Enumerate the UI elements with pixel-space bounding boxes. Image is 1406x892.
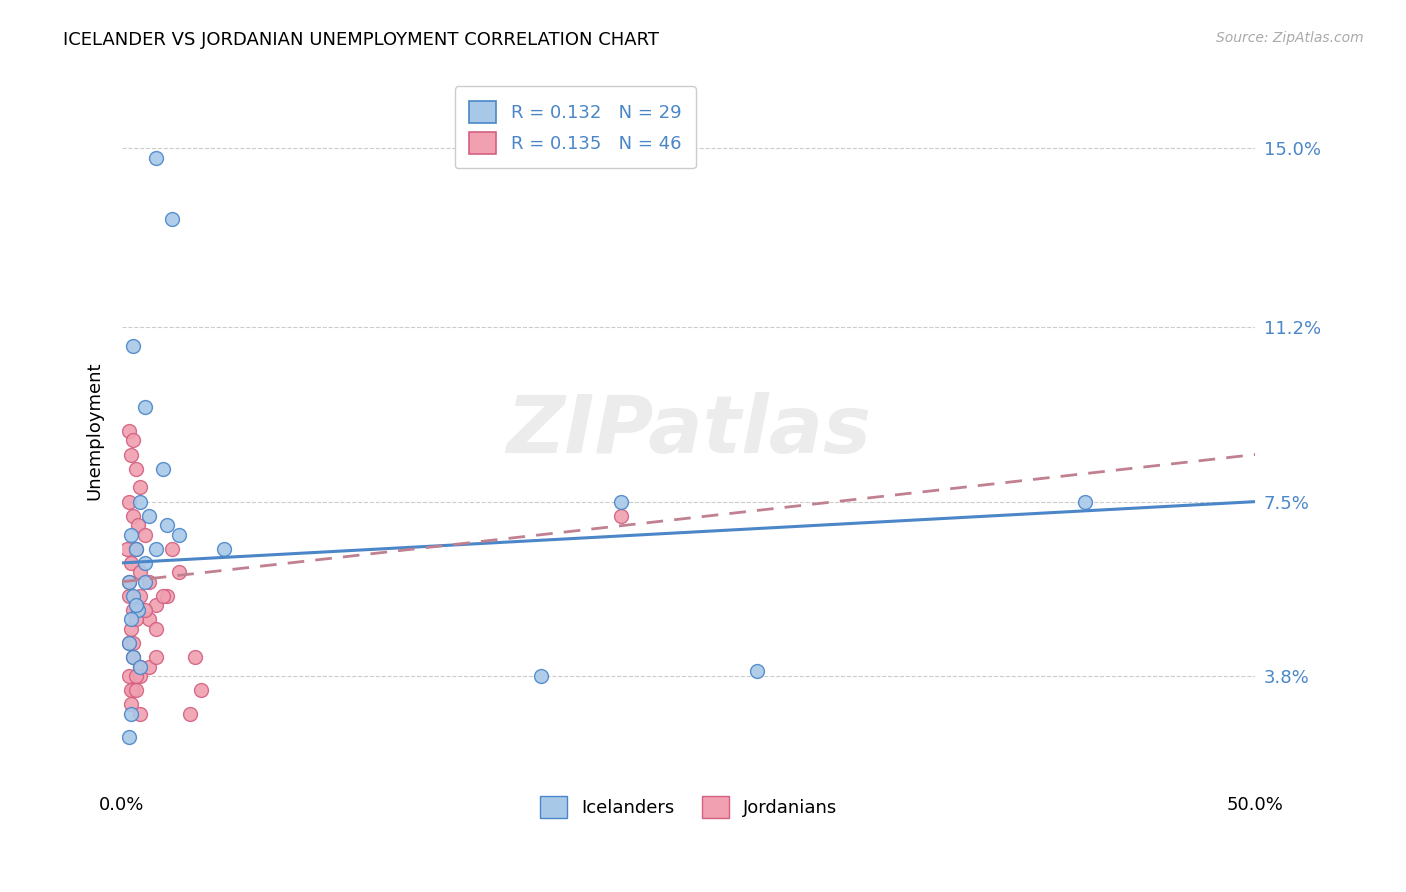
Point [145, 151, 167, 165]
Point [179, 706, 201, 721]
Point [138, 508, 160, 523]
Point [145, 650, 167, 665]
Point [124, 599, 146, 613]
Point [124, 683, 146, 698]
Point [129, 566, 152, 580]
Point [118, 636, 141, 650]
Point [118, 636, 141, 650]
Point [134, 603, 156, 617]
Point [127, 518, 149, 533]
Point [129, 481, 152, 495]
Point [118, 494, 141, 508]
Point [118, 731, 141, 745]
Point [212, 541, 235, 556]
Point [120, 622, 142, 636]
Point [118, 424, 141, 438]
Point [120, 683, 142, 698]
Point [129, 669, 152, 683]
Point [160, 541, 183, 556]
Point [120, 556, 142, 570]
Y-axis label: Unemployment: Unemployment [86, 361, 103, 500]
Point [145, 541, 167, 556]
Point [122, 508, 145, 523]
Point [145, 622, 167, 636]
Point [138, 612, 160, 626]
Point [124, 541, 146, 556]
Point [122, 650, 145, 665]
Point [120, 527, 142, 541]
Point [138, 574, 160, 589]
Point [122, 603, 145, 617]
Point [530, 669, 553, 683]
Point [167, 527, 190, 541]
Point [134, 556, 156, 570]
Point [152, 589, 174, 603]
Point [122, 636, 145, 650]
Point [160, 211, 183, 226]
Point [129, 659, 152, 673]
Legend: Icelanders, Jordanians: Icelanders, Jordanians [533, 789, 845, 825]
Point [115, 541, 138, 556]
Point [124, 669, 146, 683]
Point [124, 461, 146, 475]
Point [129, 706, 152, 721]
Point [609, 508, 631, 523]
Point [127, 603, 149, 617]
Point [120, 698, 142, 712]
Point [609, 494, 631, 508]
Point [124, 612, 146, 626]
Text: ICELANDER VS JORDANIAN UNEMPLOYMENT CORRELATION CHART: ICELANDER VS JORDANIAN UNEMPLOYMENT CORR… [63, 31, 659, 49]
Point [122, 339, 145, 353]
Point [1074, 494, 1097, 508]
Point [124, 541, 146, 556]
Point [122, 683, 145, 698]
Point [156, 518, 179, 533]
Point [167, 566, 190, 580]
Point [122, 650, 145, 665]
Point [118, 669, 141, 683]
Point [152, 461, 174, 475]
Point [134, 574, 156, 589]
Point [122, 434, 145, 448]
Point [118, 574, 141, 589]
Point [156, 589, 179, 603]
Text: Source: ZipAtlas.com: Source: ZipAtlas.com [1216, 31, 1364, 45]
Point [120, 448, 142, 462]
Text: ZIPatlas: ZIPatlas [506, 392, 872, 470]
Point [118, 589, 141, 603]
Point [745, 665, 768, 679]
Point [122, 589, 145, 603]
Point [190, 683, 212, 698]
Point [134, 527, 156, 541]
Point [118, 574, 141, 589]
Point [183, 650, 205, 665]
Point [145, 599, 167, 613]
Point [134, 401, 156, 415]
Point [120, 612, 142, 626]
Point [138, 659, 160, 673]
Point [120, 706, 142, 721]
Point [129, 659, 152, 673]
Point [129, 589, 152, 603]
Point [129, 494, 152, 508]
